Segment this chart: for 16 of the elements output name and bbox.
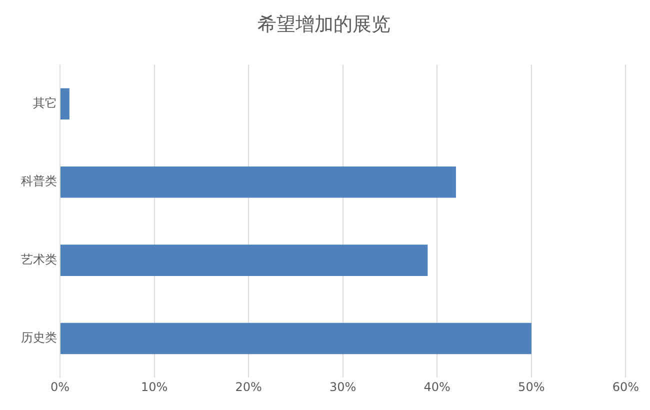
- x-tick-label: 40%: [424, 380, 450, 394]
- x-tick-label: 0%: [50, 380, 70, 394]
- y-tick-label: 其它: [33, 96, 57, 110]
- bar: [60, 244, 428, 276]
- y-tick-label: 科普类: [21, 174, 57, 188]
- bar: [60, 166, 456, 198]
- chart-title: 希望增加的展览: [258, 13, 390, 36]
- x-tick-label: 30%: [329, 380, 356, 394]
- x-tick-label: 20%: [235, 380, 262, 394]
- x-tick-label: 60%: [612, 380, 639, 394]
- y-tick-label: 历史类: [21, 330, 57, 345]
- bar: [60, 322, 532, 354]
- bar: [60, 88, 70, 120]
- x-tick-label: 10%: [140, 380, 168, 394]
- y-tick-label: 艺术类: [21, 252, 57, 266]
- x-tick-label: 50%: [518, 380, 545, 394]
